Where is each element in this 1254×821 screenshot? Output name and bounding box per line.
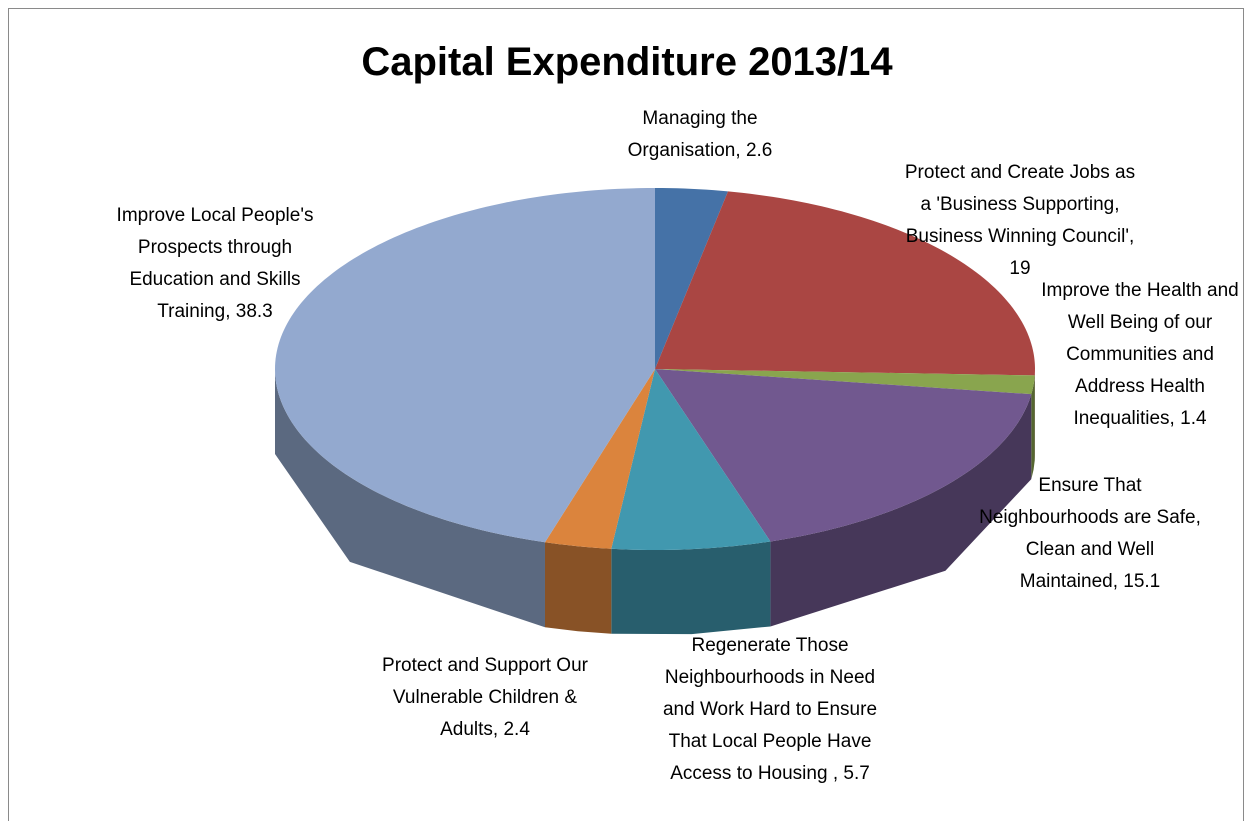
label-value: 2.6 — [745, 140, 773, 161]
slice — [655, 191, 1035, 376]
label-value: 15.1 — [1123, 571, 1161, 592]
data-label: Improve the Health and Well Being of our… — [1030, 275, 1250, 435]
label-value: 1.4 — [1180, 408, 1207, 429]
chart-title: Capital Expenditure 2013/14 — [361, 40, 893, 84]
data-label: Improve Local People's Prospects through… — [105, 200, 325, 328]
data-label: Managing the Organisation, 2.6 — [610, 103, 790, 167]
label-category: Improve Local People's Prospects through… — [116, 205, 314, 322]
label-value: 5.7 — [843, 763, 870, 784]
label-category: Managing the Organisation, — [627, 108, 758, 161]
slice-side — [275, 369, 545, 628]
slice — [655, 369, 1032, 542]
slice-side — [1031, 375, 1035, 480]
label-category: Ensure That Neighbourhoods are Safe, Cle… — [979, 475, 1201, 592]
label-value: 2.4 — [503, 719, 530, 740]
slice — [544, 369, 655, 549]
data-label: Protect and Support Our Vulnerable Child… — [370, 650, 600, 746]
label-category: Protect and Create Jobs as a 'Business S… — [904, 162, 1136, 247]
label-category: Protect and Support Our Vulnerable Child… — [382, 655, 588, 740]
data-label: Protect and Create Jobs as a 'Business S… — [900, 157, 1140, 285]
label-value: 19 — [1009, 258, 1031, 279]
data-label: Regenerate Those Neighbourhoods in Need … — [650, 630, 890, 790]
slice — [655, 188, 729, 369]
slice-side — [544, 542, 612, 634]
slice-side — [770, 394, 1032, 627]
label-value: 38.3 — [235, 301, 273, 322]
slice — [655, 369, 1035, 395]
chart-frame — [8, 8, 1244, 821]
label-category: Regenerate Those Neighbourhoods in Need … — [662, 635, 878, 784]
label-category: Improve the Health and Well Being of our… — [1041, 280, 1239, 429]
slice-side — [611, 541, 771, 635]
slice — [275, 188, 655, 543]
slice — [611, 369, 771, 550]
data-label: Ensure That Neighbourhoods are Safe, Cle… — [975, 470, 1205, 598]
